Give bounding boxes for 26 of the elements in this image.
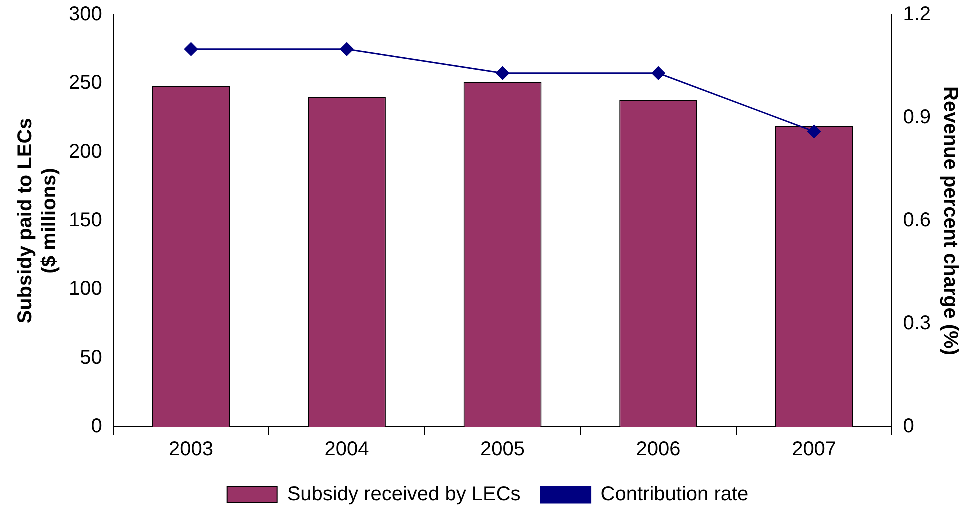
point bbox=[496, 66, 510, 80]
y2-tick-label: 0.9 bbox=[903, 106, 932, 129]
y2-axis-title: Revenue percent charge (%) bbox=[939, 86, 962, 356]
legend-label: Contribution rate bbox=[600, 484, 749, 506]
x-tick-label: 2005 bbox=[480, 438, 526, 461]
y-axis-title: Subsidy paid to LECs ($ millions) bbox=[14, 118, 61, 324]
point bbox=[808, 124, 822, 138]
legend-label: Subsidy received by LECs bbox=[287, 484, 521, 506]
y-tick-label: 0 bbox=[91, 416, 102, 438]
y-tick-label: 150 bbox=[68, 210, 102, 232]
y-tick-label: 300 bbox=[68, 4, 102, 26]
y2-tick-label: 0.6 bbox=[903, 210, 932, 232]
x-tick-label: 2003 bbox=[169, 438, 214, 461]
y2-tick-label: 0 bbox=[903, 416, 914, 438]
y-tick-label: 100 bbox=[68, 278, 102, 300]
y2-tick-label: 1.2 bbox=[903, 4, 932, 26]
x-tick-label: 2007 bbox=[792, 438, 837, 461]
y2-tick-label: 0.3 bbox=[903, 312, 932, 335]
point bbox=[340, 42, 354, 56]
x-tick-label: 2006 bbox=[636, 438, 681, 461]
y-tick-label: 200 bbox=[68, 140, 102, 163]
y-tick-label: 50 bbox=[80, 346, 102, 369]
point bbox=[184, 42, 198, 56]
y-tick-label: 250 bbox=[68, 72, 102, 94]
point bbox=[652, 66, 666, 80]
x-tick-label: 2004 bbox=[324, 438, 370, 461]
